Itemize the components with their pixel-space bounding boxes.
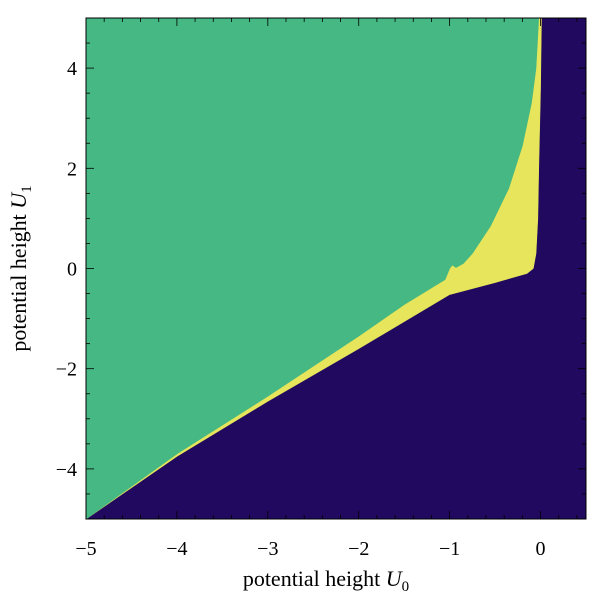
x-axis-label: potential height U0 [243, 566, 409, 593]
y-tick-label: −2 [56, 359, 77, 381]
region-layer [85, 17, 587, 520]
tick-layer: −5 −4 −3 −2 −1 0 −4 −2 0 2 4 [56, 17, 586, 560]
green-region [85, 17, 540, 520]
x-tick-label: −5 [75, 538, 96, 560]
x-tick-label: −3 [257, 538, 278, 560]
x-tick-label: 0 [536, 538, 546, 560]
x-tick-label: −4 [166, 538, 187, 560]
y-axis-label: potential height U1 [6, 185, 35, 351]
x-tick-label: −1 [439, 538, 460, 560]
x-tick-label: −2 [348, 538, 369, 560]
y-tick-label: −4 [56, 459, 77, 481]
y-tick-label: 4 [67, 58, 77, 80]
y-tick-label: 0 [67, 259, 77, 281]
y-tick-label: 2 [67, 158, 77, 180]
